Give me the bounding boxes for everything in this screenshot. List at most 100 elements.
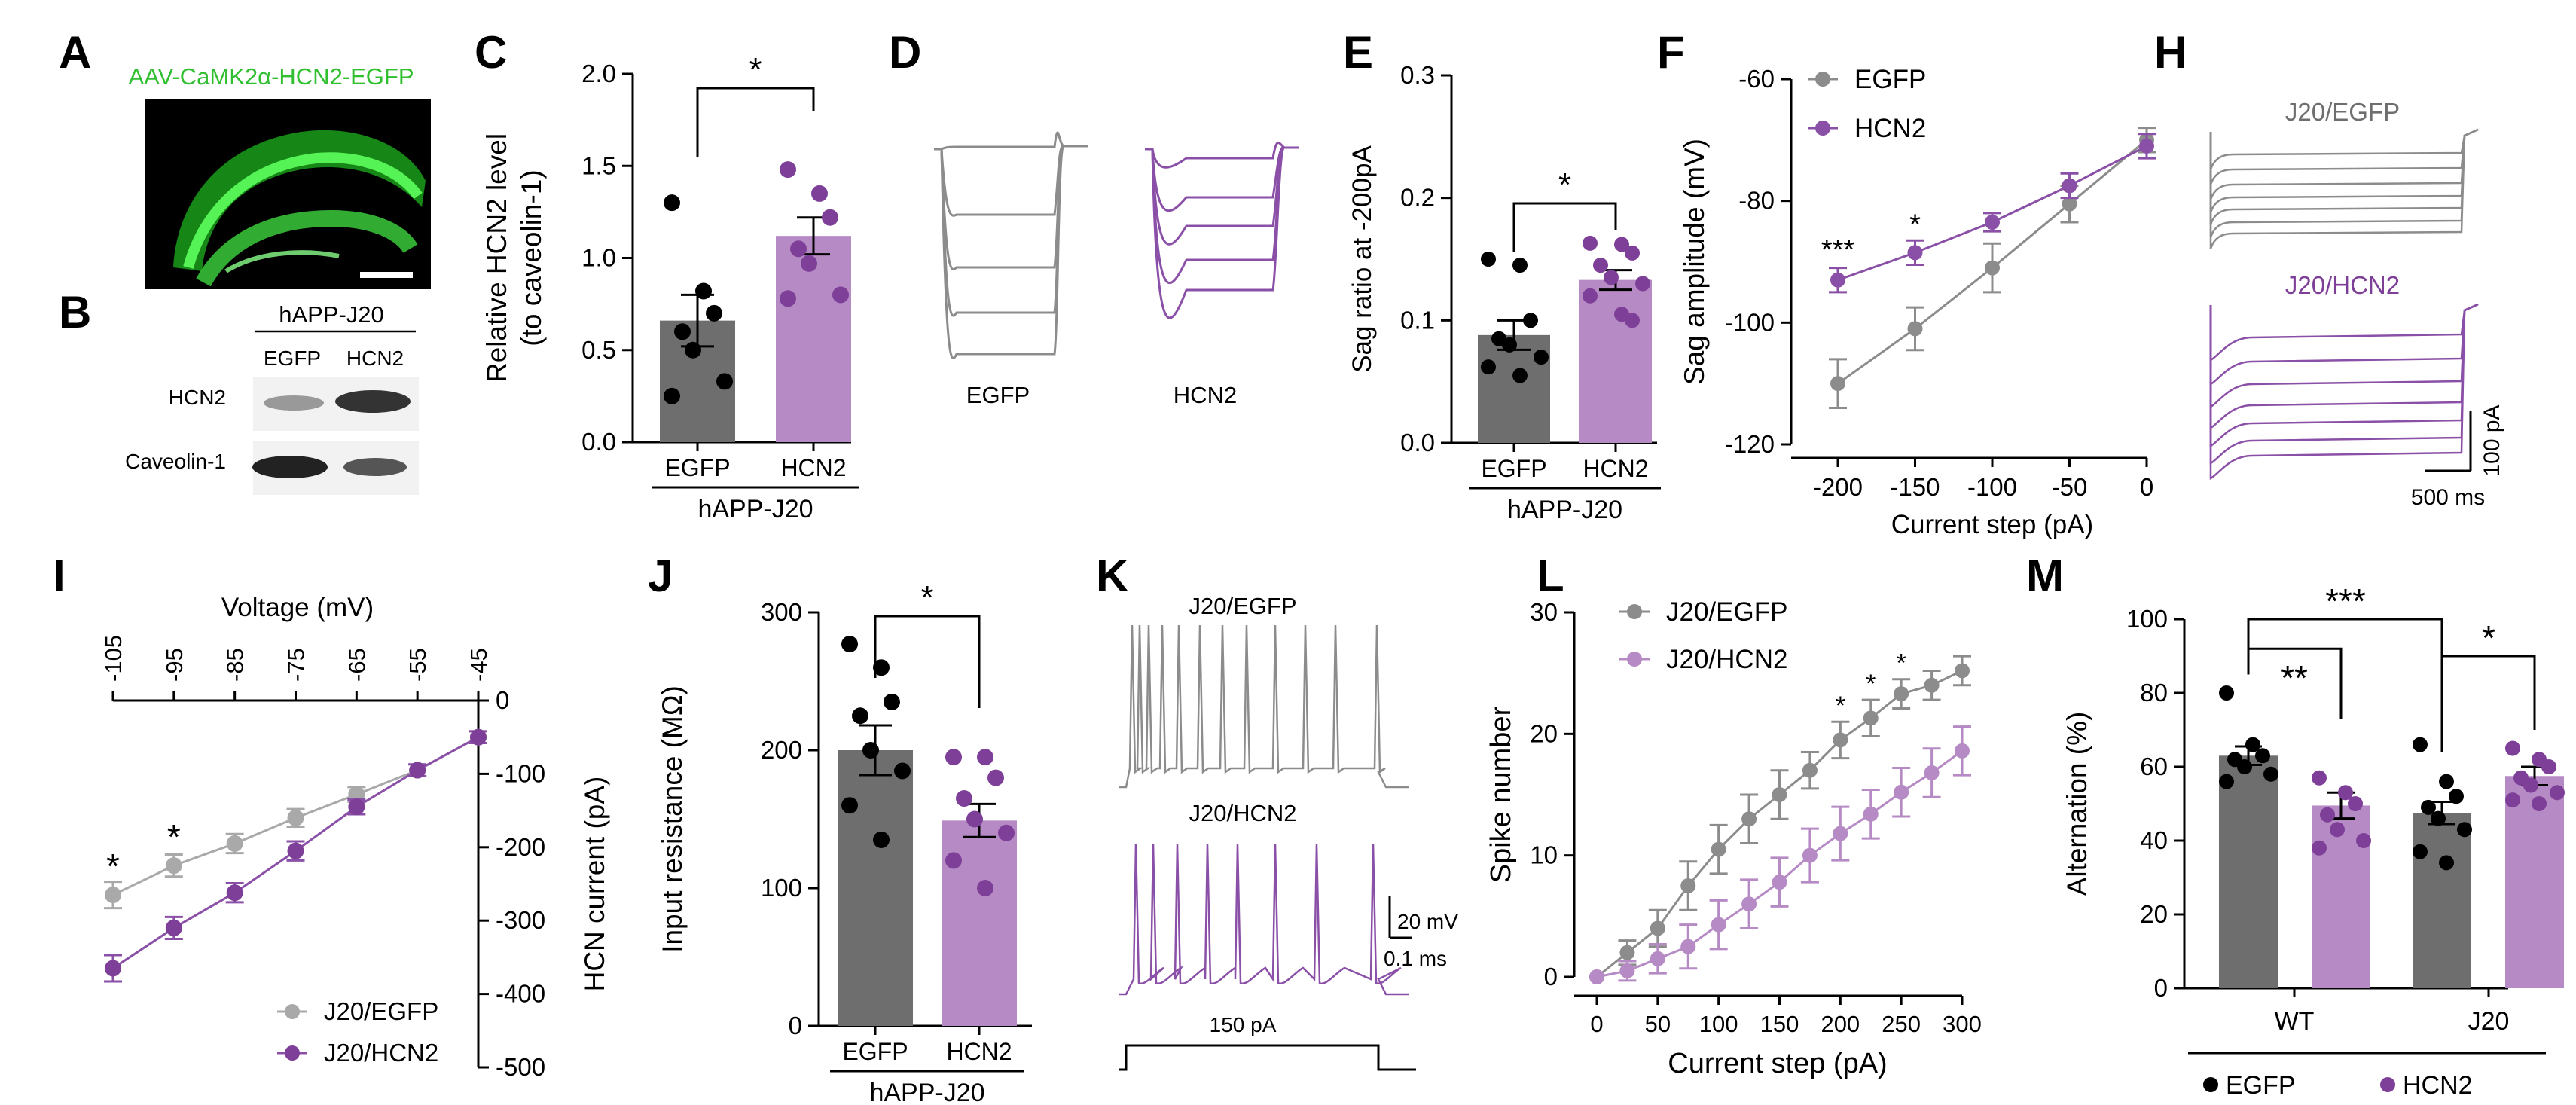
data-point [841,636,858,653]
y-tick-label: 0 [789,1012,802,1039]
legend-label: EGFP [2226,1071,2296,1100]
charts: 0.0 0.5 1.0 1.5 2.0 EGFP HCN2 hAPP-J20 * Relative… [100,51,2565,1105]
data-point [1625,313,1640,328]
data-point [2237,759,2252,774]
data-point [409,762,426,779]
trace-label-k-egfp: J20/EGFP [1189,593,1297,619]
x-tick-label: -100 [1967,473,2017,501]
trace-line [934,145,1088,317]
data-point [1512,258,1528,273]
data-point [1589,969,1604,984]
micrograph-caption: AAV-CaMK2α-HCN2-EGFP [128,63,414,90]
data-point [2312,770,2327,786]
significance-bracket [2440,655,2536,752]
x-tick-label: HCN2 [946,1038,1012,1065]
panel-letter-j: J [648,551,673,601]
group-label: hAPP-J20 [697,495,813,524]
y-tick-label: 80 [2140,679,2168,707]
x-tick-label: -45 [465,648,492,682]
trace-line [2209,128,2479,213]
legend-label: HCN2 [2403,1071,2473,1100]
data-point [674,323,691,340]
y-tick-label: 100 [2126,605,2168,633]
y-tick-label: 0.3 [1400,61,1435,89]
data-point [348,798,365,816]
significance-label: *** [1821,234,1855,266]
y-tick-label: 0 [1544,963,1558,991]
western-blot: hAPP-J20 EGFP HCN2 HCN2 Caveolin-1 [125,301,419,495]
y-tick-label: -200 [496,833,545,861]
data-point [226,835,243,852]
hippocampus-micrograph [145,99,431,289]
data-point [2505,792,2520,808]
y-tick-label: 0 [2154,974,2168,1002]
chart-j: 0 100 200 300 EGFP HCN2 hAPP-J20 * Input resista… [657,579,1032,1105]
y-axis-label: Relative HCN2 level [481,133,512,383]
legend-label: J20/HCN2 [324,1039,438,1067]
data-point [1894,784,1909,800]
data-point [1635,276,1650,292]
data-point [2457,822,2472,838]
panel-letter-b: B [59,287,91,337]
y-tick-label: 40 [2140,826,2168,854]
y-tick-label: -300 [496,906,545,934]
bar [838,750,913,1026]
data-point [2449,789,2464,804]
x-tick-label: -105 [100,635,127,682]
trace-label-egfp: EGFP [966,382,1030,408]
significance-label: * [167,817,181,856]
trace-line [2209,303,2479,481]
data-point [2523,777,2538,793]
x-tick-label: -75 [283,648,310,682]
bar [2505,776,2564,988]
data-point [2505,740,2520,756]
data-point [685,341,701,359]
data-point [811,185,828,202]
significance-label: * [106,847,120,886]
x-tick-label: 0 [1590,1011,1603,1037]
data-point [1907,321,1923,337]
data-point [2062,178,2077,194]
data-point [716,373,733,390]
trace-line [934,145,1088,359]
data-point [1614,237,1629,252]
legend-marker [285,1045,300,1061]
data-point [780,161,796,179]
y-tick-label: 0.2 [1400,184,1435,212]
y-axis-label: Spike number [1485,706,1517,883]
significance-bracket [696,87,815,157]
trace-label-j20-egfp: J20/EGFP [2285,98,2400,126]
panel-letter-a: A [59,27,91,78]
k-stimulus-label: 150 pA [1210,1013,1277,1036]
trace-line [1145,146,1299,319]
data-point [2439,774,2454,789]
y-tick-label: 20 [1530,719,1558,747]
k-scale-label-time: 0.1 ms [1384,947,1447,970]
significance-label: * [1909,209,1921,240]
legend-label: HCN2 [1854,114,1926,143]
x-tick-label: EGFP [664,454,730,481]
y-tick-label: 300 [761,598,802,626]
blot-row-caveolin: Caveolin-1 [125,450,226,473]
data-point [2245,737,2260,752]
y-tick-label: 1.0 [581,244,616,272]
legend-marker [1815,121,1830,136]
trace-line [2209,303,2479,466]
data-point [287,809,304,826]
significance-label: * [1836,691,1845,720]
data-point [105,960,121,977]
scale-label-current: 100 pA [2480,404,2504,476]
scale-bar [360,272,413,278]
x-axis-label: Current step (pA) [1891,510,2093,539]
data-point [2219,774,2234,789]
trace-line [1145,142,1299,169]
significance-label: * [749,51,762,88]
x-tick-label: -85 [222,648,249,682]
y-tick-label: 100 [761,874,802,902]
data-point [862,742,879,759]
data-point [1955,663,1970,679]
data-point [1534,350,1549,365]
data-point [1650,920,1665,936]
trace-line [934,145,1088,270]
significance-label: * [2482,618,2495,658]
